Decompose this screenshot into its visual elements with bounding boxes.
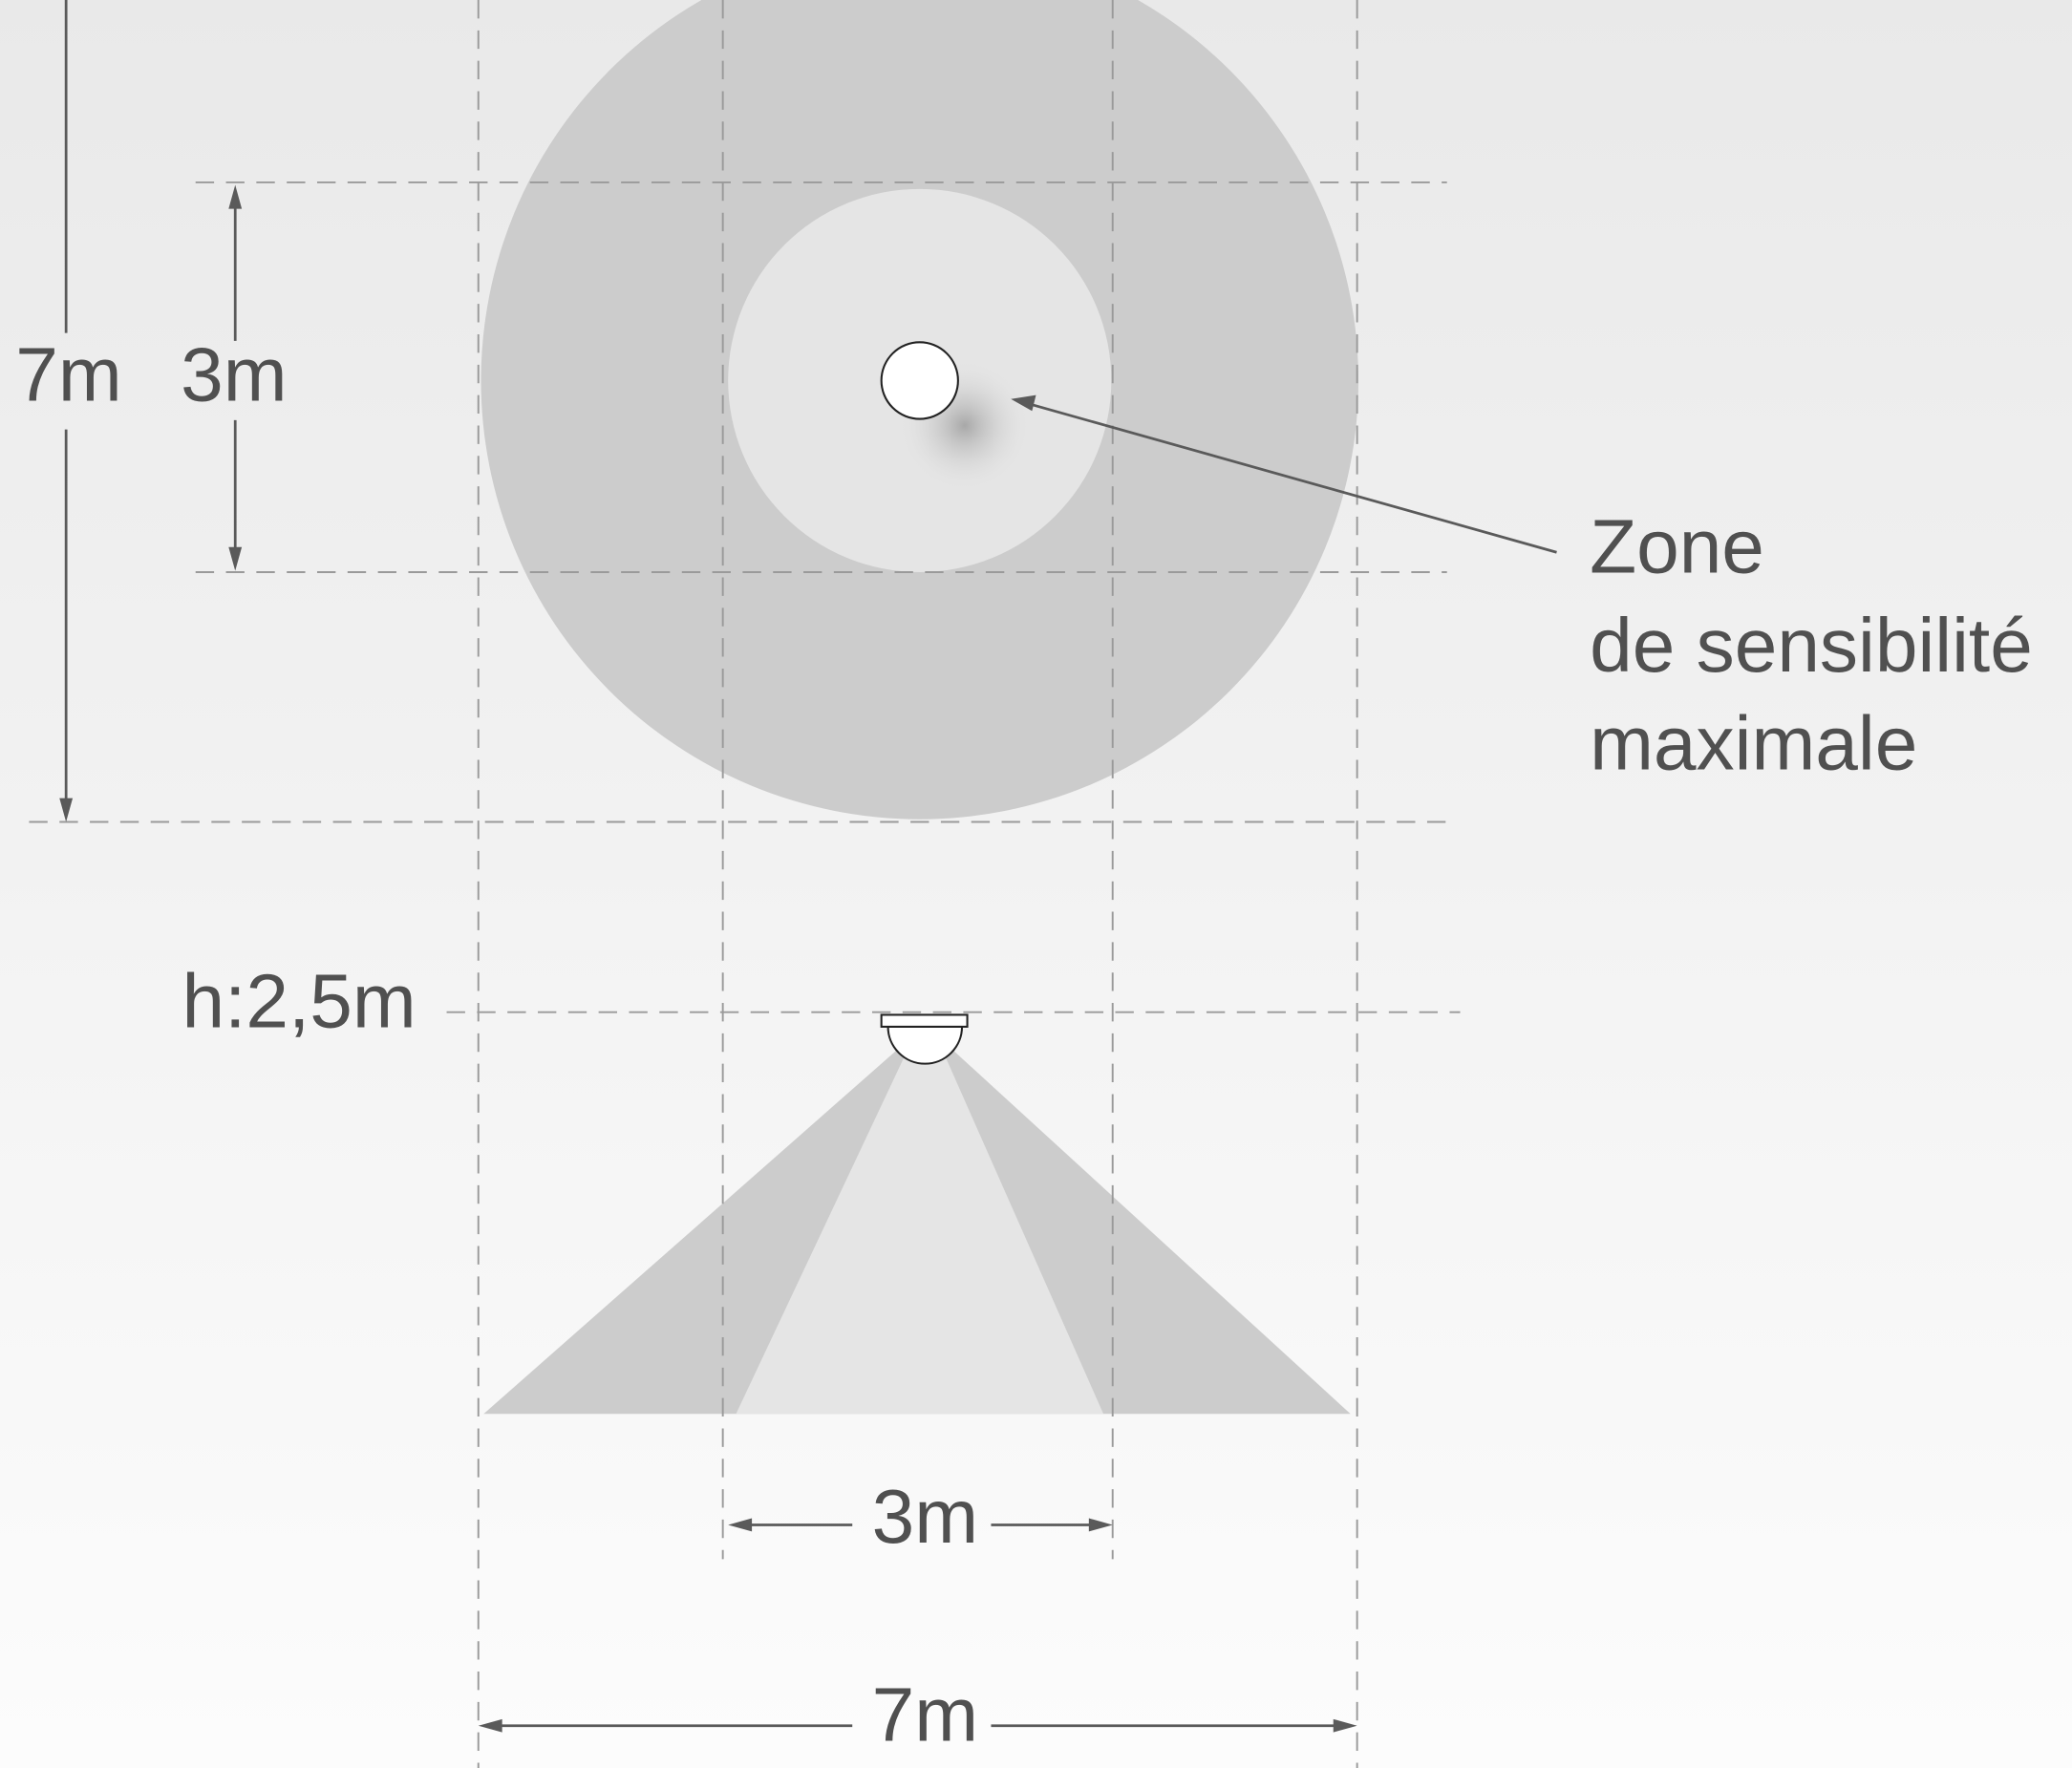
dimension-3m-horizontal xyxy=(728,1518,1113,1532)
sensor-side xyxy=(880,1013,969,1065)
label: 3m xyxy=(181,332,287,418)
label: 7m xyxy=(872,1672,978,1757)
pointer xyxy=(1011,394,1557,554)
label: h:2,5m xyxy=(182,958,416,1044)
dimension-7m-vertical xyxy=(59,0,74,822)
dimension-3m-vertical xyxy=(228,184,243,571)
callout-line: Zone xyxy=(1590,503,1764,589)
label: 7m xyxy=(15,332,121,418)
dimension-7m-horizontal xyxy=(478,1718,1357,1733)
inner-cone xyxy=(736,1046,1104,1415)
guides xyxy=(29,0,1461,1768)
callout-line: maximale xyxy=(1590,701,1917,787)
sensor-top xyxy=(880,341,959,420)
label: 3m xyxy=(872,1474,978,1560)
callout-line: de sensibilité xyxy=(1590,603,2033,689)
